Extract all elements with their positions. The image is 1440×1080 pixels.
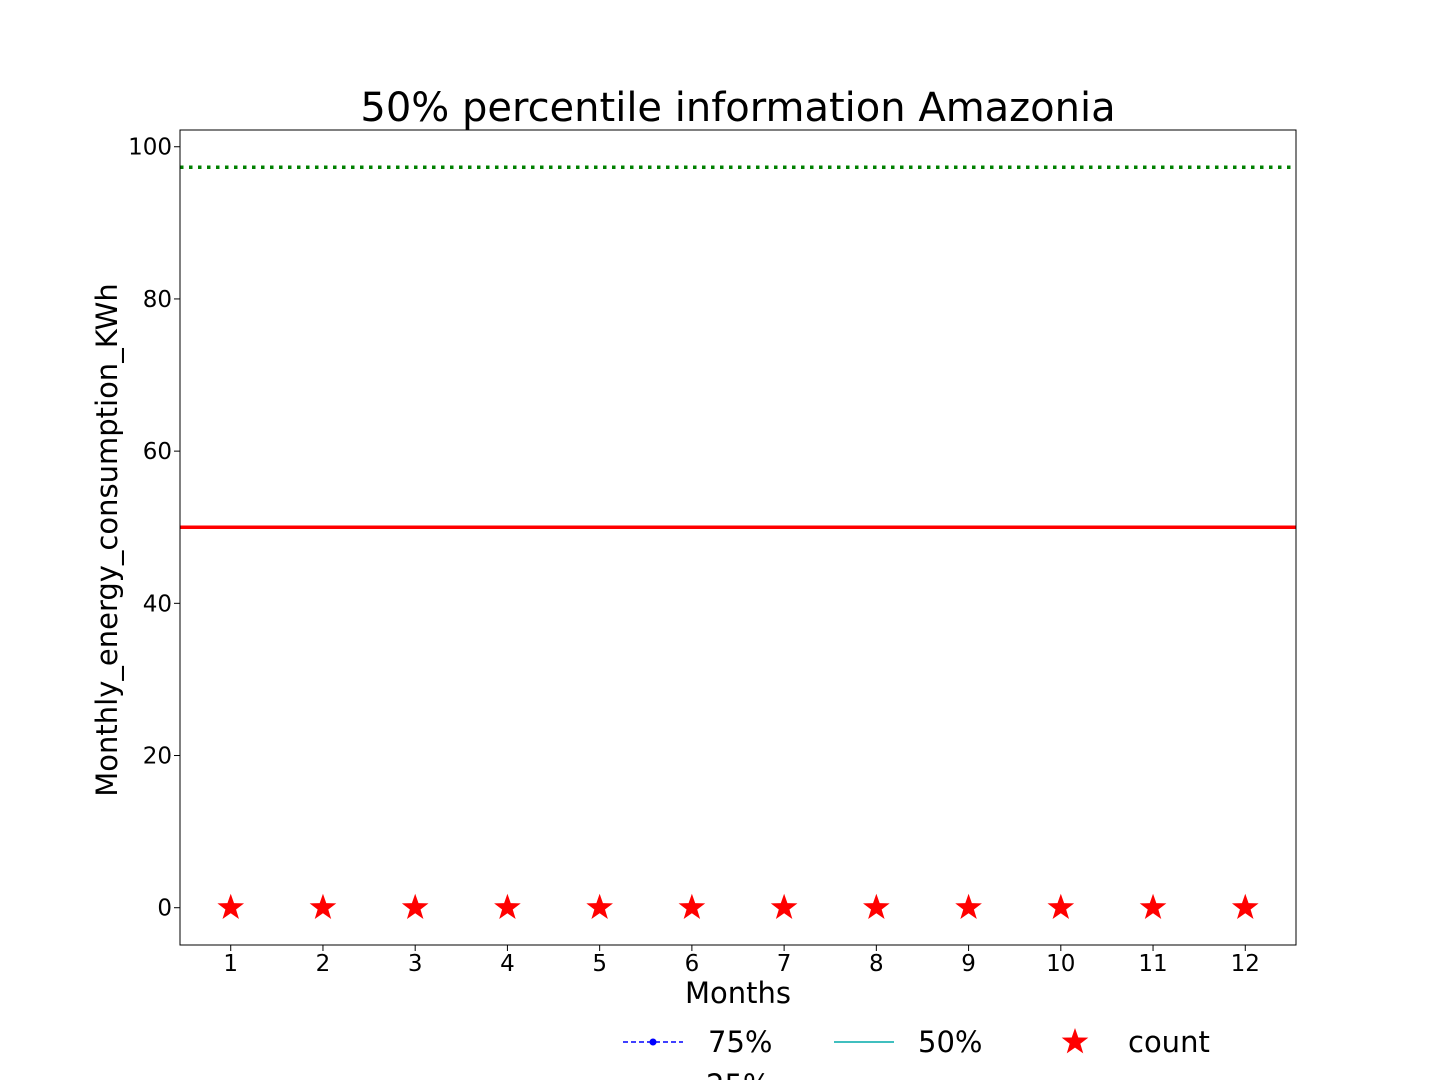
chart-title: 50% percentile information Amazonia — [360, 85, 1115, 131]
data-point-count-month-4 — [494, 893, 521, 920]
x-tick-label: 2 — [316, 951, 331, 977]
x-tick-label: 7 — [777, 951, 792, 977]
legend-25-label: 25% — [706, 1068, 770, 1080]
x-tick-label: 11 — [1138, 951, 1167, 977]
data-point-count-month-9 — [955, 893, 982, 920]
x-tick-label: 1 — [223, 951, 238, 977]
x-tick-label: 9 — [961, 951, 976, 977]
data-point-count-month-7 — [770, 893, 798, 920]
y-tick-label: 80 — [143, 287, 172, 313]
x-tick-label: 8 — [869, 951, 884, 977]
legend-75-marker — [649, 1038, 657, 1046]
data-point-count-month-1 — [217, 893, 245, 920]
legend-50-label: 50% — [918, 1025, 982, 1059]
y-tick-label: 0 — [157, 896, 172, 922]
data-point-count-month-10 — [1047, 893, 1075, 920]
data-point-count-month-6 — [678, 893, 706, 920]
legend-count-label: count — [1128, 1025, 1210, 1059]
x-axis-label: Months — [685, 976, 791, 1010]
data-point-count-month-11 — [1139, 893, 1167, 920]
data-point-count-month-5 — [586, 893, 613, 920]
data-point-count-month-2 — [309, 893, 337, 920]
x-tick-label: 5 — [592, 951, 607, 977]
y-tick-label: 100 — [128, 135, 172, 161]
data-point-count-month-8 — [863, 893, 890, 920]
legend-count-star-marker — [1061, 1028, 1089, 1054]
x-tick-label: 10 — [1046, 951, 1075, 977]
x-tick-label: 6 — [685, 951, 700, 977]
y-tick-label: 40 — [143, 591, 172, 617]
x-tick-label: 4 — [500, 951, 515, 977]
y-ticks: 0 20 40 60 80 100 — [128, 135, 180, 922]
y-tick-label: 60 — [143, 439, 172, 465]
y-tick-label: 20 — [143, 744, 172, 770]
x-ticks: 1 2 3 4 5 6 7 8 9 10 11 12 — [223, 945, 1260, 977]
legend-75-label: 75% — [708, 1025, 772, 1059]
data-point-count-month-12 — [1231, 893, 1259, 920]
x-tick-label: 12 — [1231, 951, 1260, 977]
x-tick-label: 3 — [408, 951, 423, 977]
y-axis-label: Monthly_energy_consumption_KWh — [90, 283, 124, 796]
axes-frame — [179, 129, 1297, 946]
legend: 75% 50% count 25% — [623, 1025, 1210, 1080]
data-point-count-month-3 — [401, 893, 429, 920]
plot-area — [180, 165, 1296, 920]
